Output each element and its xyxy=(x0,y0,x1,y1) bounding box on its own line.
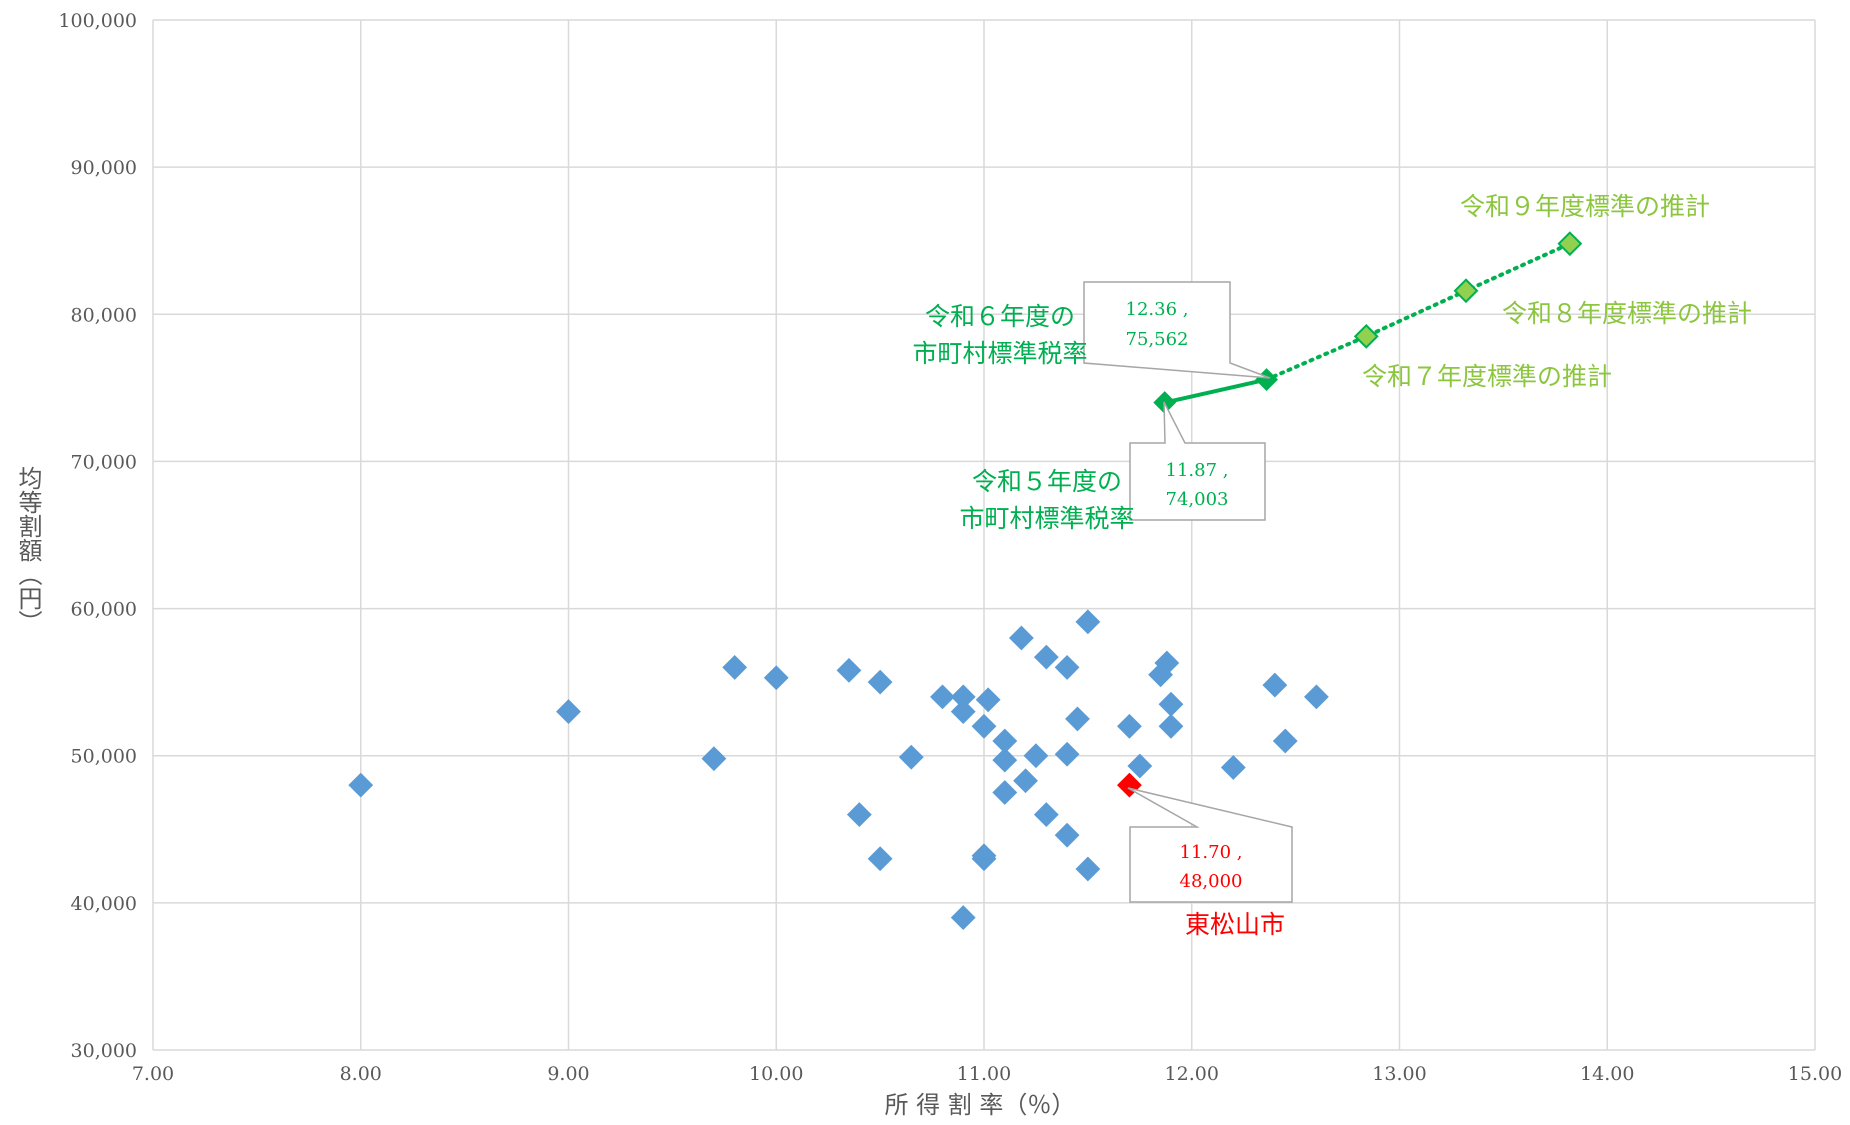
callout-city: 11.70 , 48,000 xyxy=(1127,787,1293,903)
series-lines xyxy=(1164,241,1572,405)
x-tick-label: 8.00 xyxy=(340,1063,382,1085)
municipality-point xyxy=(992,747,1018,773)
municipality-point xyxy=(930,684,955,710)
label-r6-line1: 令和６年度の xyxy=(925,302,1075,331)
municipality-point xyxy=(701,746,727,772)
y-tick-label: 70,000 xyxy=(71,451,137,473)
municipality-point xyxy=(1158,691,1184,717)
grid-lines xyxy=(152,19,1816,1051)
callout-city-line2: 48,000 xyxy=(1180,871,1243,892)
municipality-point xyxy=(867,846,893,872)
x-tick-label: 14.00 xyxy=(1580,1063,1634,1085)
callout-r6-line1: 12.36 , xyxy=(1126,299,1189,320)
y-tick-label: 40,000 xyxy=(71,893,137,915)
municipality-point xyxy=(1127,753,1153,779)
y-tick-label: 50,000 xyxy=(71,746,137,768)
municipality-point xyxy=(1013,768,1038,794)
municipality-point xyxy=(1220,755,1246,780)
municipality-point xyxy=(971,846,997,872)
x-tick-label: 10.00 xyxy=(749,1063,803,1085)
standard-rate-line xyxy=(1164,377,1267,405)
municipality-point xyxy=(971,713,997,739)
x-tick-label: 15.00 xyxy=(1788,1063,1842,1085)
municipality-point xyxy=(1154,650,1180,676)
label-r8: 令和８年度標準の推計 xyxy=(1502,299,1752,328)
municipality-point xyxy=(1075,609,1101,635)
label-r5-line2: 市町村標準税率 xyxy=(959,504,1134,533)
y-tick-labels: 30,000 40,000 50,000 60,000 70,000 80,000 90,0… xyxy=(58,10,137,1062)
projection-point xyxy=(1353,323,1379,349)
y-axis-title: 均等割額（円） xyxy=(14,466,42,634)
municipality-point xyxy=(763,665,789,691)
callout-r5-line2: 74,003 xyxy=(1166,489,1229,510)
municipality-point xyxy=(1272,728,1298,754)
municipality-point xyxy=(1065,706,1090,732)
label-r6-line2: 市町村標準税率 xyxy=(912,339,1087,368)
municipality-point xyxy=(1117,713,1142,739)
municipality-point xyxy=(950,699,976,724)
callout-r5: 11.87 , 74,003 xyxy=(1129,401,1266,521)
municipality-point xyxy=(1008,625,1034,651)
label-r5-line1: 令和５年度の xyxy=(972,467,1122,496)
municipality-point xyxy=(1054,741,1080,767)
callout-r6: 12.36 , 75,562 xyxy=(1083,281,1271,379)
y-tick-label: 90,000 xyxy=(71,157,137,179)
projection-point xyxy=(1557,231,1583,257)
municipality-point xyxy=(867,669,893,695)
y-tick-label: 30,000 xyxy=(71,1040,137,1062)
municipality-point xyxy=(992,780,1018,805)
municipality-point xyxy=(348,772,374,798)
x-tick-label: 12.00 xyxy=(1165,1063,1219,1085)
y-tick-label: 100,000 xyxy=(58,10,137,32)
callout-city-line1: 11.70 , xyxy=(1180,842,1243,863)
municipality-point xyxy=(1054,655,1080,680)
municipality-point xyxy=(1023,743,1049,769)
callout-r6-line2: 75,562 xyxy=(1126,329,1189,350)
x-tick-label: 7.00 xyxy=(132,1063,174,1085)
projection-point xyxy=(1453,278,1479,304)
municipality-point xyxy=(722,655,748,680)
municipality-point xyxy=(846,802,872,827)
x-axis-title: 所 得 割 率（％） xyxy=(885,1091,1076,1119)
data-points xyxy=(348,231,1583,930)
y-tick-label: 80,000 xyxy=(71,304,137,326)
projection-line xyxy=(1264,241,1572,382)
x-tick-label: 11.00 xyxy=(957,1063,1011,1085)
municipality-point xyxy=(1033,644,1059,670)
municipality-point xyxy=(1033,802,1059,827)
municipality-point xyxy=(1158,713,1184,739)
label-city: 東松山市 xyxy=(1185,910,1285,939)
municipality-point xyxy=(950,905,976,930)
municipality-point xyxy=(836,657,862,683)
x-tick-labels: 7.00 8.00 9.00 10.00 11.00 12.00 13.00 14.00 15.… xyxy=(132,1063,1842,1085)
callout-r5-line1: 11.87 , xyxy=(1166,460,1229,481)
x-tick-label: 13.00 xyxy=(1372,1063,1426,1085)
municipality-point xyxy=(975,687,1001,713)
x-tick-label: 9.00 xyxy=(547,1063,589,1085)
municipality-point xyxy=(1054,822,1080,848)
y-tick-label: 60,000 xyxy=(71,599,137,621)
municipality-point xyxy=(898,744,924,770)
municipality-point xyxy=(1075,856,1101,882)
municipality-point xyxy=(1262,672,1288,698)
label-r7: 令和７年度標準の推計 xyxy=(1362,362,1612,391)
municipality-point xyxy=(556,699,581,724)
municipality-point xyxy=(1303,684,1329,710)
standard-rate-point xyxy=(1255,368,1278,392)
label-r9: 令和９年度標準の推計 xyxy=(1460,192,1710,221)
